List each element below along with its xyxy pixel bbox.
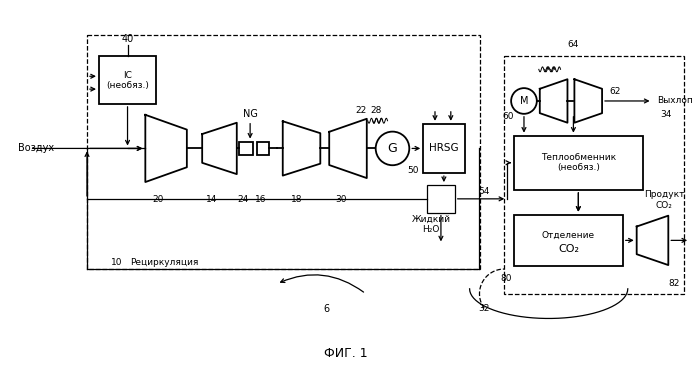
Text: 30: 30 xyxy=(336,196,347,204)
Text: 62: 62 xyxy=(610,86,621,96)
Text: Жидкий
H₂O: Жидкий H₂O xyxy=(412,215,451,234)
Text: G: G xyxy=(388,142,397,155)
Bar xyxy=(87,35,480,269)
Circle shape xyxy=(511,88,537,114)
Text: Выхлоп: Выхлоп xyxy=(658,96,693,105)
Text: 50: 50 xyxy=(408,166,419,175)
Text: 60: 60 xyxy=(503,112,514,121)
Text: 64: 64 xyxy=(568,40,579,49)
Text: 40: 40 xyxy=(122,34,134,44)
Text: M: M xyxy=(520,96,528,106)
Text: 10: 10 xyxy=(110,257,122,267)
Text: 28: 28 xyxy=(370,106,382,115)
Text: 14: 14 xyxy=(206,196,217,204)
Text: Продукт
CO₂: Продукт CO₂ xyxy=(644,190,684,210)
Bar xyxy=(504,56,684,294)
Text: Отделение: Отделение xyxy=(542,231,595,240)
Text: 80: 80 xyxy=(500,275,512,283)
Text: Теплообменник
(необяз.): Теплообменник (необяз.) xyxy=(541,153,616,173)
Text: 54: 54 xyxy=(479,187,490,196)
Text: 24: 24 xyxy=(238,196,249,204)
Bar xyxy=(239,141,253,155)
Bar xyxy=(514,135,642,190)
Text: 18: 18 xyxy=(291,196,303,204)
Text: 22: 22 xyxy=(355,106,366,115)
Bar xyxy=(514,215,623,266)
Text: 20: 20 xyxy=(152,196,164,204)
Text: 16: 16 xyxy=(255,196,267,204)
Bar xyxy=(423,124,465,173)
Text: CO₂: CO₂ xyxy=(558,244,579,254)
Text: 32: 32 xyxy=(479,304,490,313)
Text: Рециркуляция: Рециркуляция xyxy=(131,257,199,267)
Text: Воздух: Воздух xyxy=(17,144,54,154)
Circle shape xyxy=(375,132,410,165)
Text: 6: 6 xyxy=(323,303,329,313)
Text: ФИГ. 1: ФИГ. 1 xyxy=(324,347,368,359)
Text: 82: 82 xyxy=(668,279,680,288)
Text: 34: 34 xyxy=(661,110,672,119)
Text: IC
(необяз.): IC (необяз.) xyxy=(106,70,149,90)
Bar xyxy=(427,185,455,213)
Bar xyxy=(257,141,269,155)
Bar xyxy=(99,56,156,104)
Text: HRSG: HRSG xyxy=(429,144,459,154)
Text: NG: NG xyxy=(243,109,257,119)
